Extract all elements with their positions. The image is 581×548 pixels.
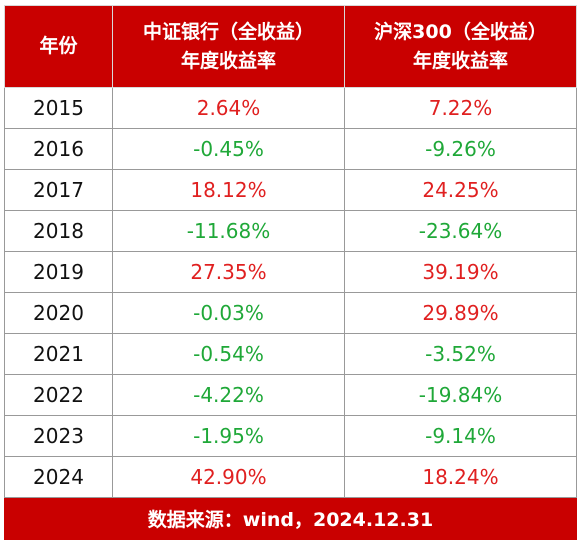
header-year: 年份 [4, 5, 113, 88]
table-row: 2019 27.35% 39.19% [4, 251, 577, 293]
year-cell: 2020 [4, 292, 113, 334]
bank-return-cell: -0.54% [112, 333, 345, 375]
table-row: 2020 -0.03% 29.89% [4, 292, 577, 334]
data-source-note: 数据来源：wind，2024.12.31 [4, 497, 577, 540]
year-cell: 2019 [4, 251, 113, 293]
bank-return-cell: -11.68% [112, 210, 345, 252]
csi300-return-cell: 39.19% [344, 251, 577, 293]
csi300-return-cell: 29.89% [344, 292, 577, 334]
table-row: 2016 -0.45% -9.26% [4, 128, 577, 170]
header-year-label: 年份 [39, 35, 78, 57]
header-csi-bank-line1: 中证银行（全收益） [142, 20, 314, 43]
bank-return-cell: 18.12% [112, 169, 345, 211]
year-cell: 2018 [4, 210, 113, 252]
year-cell: 2021 [4, 333, 113, 375]
table-row: 2021 -0.54% -3.52% [4, 333, 577, 375]
table-header-row: 年份 中证银行（全收益） 年度收益率 沪深300（全收益） 年度收益率 [4, 5, 577, 88]
header-csi300: 沪深300（全收益） 年度收益率 [344, 5, 577, 88]
csi300-return-cell: -19.84% [344, 374, 577, 416]
bank-return-cell: 42.90% [112, 456, 345, 498]
table-row: 2018 -11.68% -23.64% [4, 210, 577, 252]
year-cell: 2015 [4, 87, 113, 129]
table-row: 2024 42.90% 18.24% [4, 456, 577, 498]
bank-return-cell: -0.03% [112, 292, 345, 334]
header-csi-bank-line2: 年度收益率 [180, 49, 276, 72]
bank-return-cell: -4.22% [112, 374, 345, 416]
table-row: 2023 -1.95% -9.14% [4, 415, 577, 457]
table-row: 2017 18.12% 24.25% [4, 169, 577, 211]
bank-return-cell: -0.45% [112, 128, 345, 170]
table-row: 2015 2.64% 7.22% [4, 87, 577, 129]
csi300-return-cell: -9.26% [344, 128, 577, 170]
header-csi-bank: 中证银行（全收益） 年度收益率 [112, 5, 345, 88]
bank-return-cell: -1.95% [112, 415, 345, 457]
header-csi300-line1: 沪深300（全收益） [374, 20, 547, 43]
bank-return-cell: 27.35% [112, 251, 345, 293]
csi300-return-cell: -23.64% [344, 210, 577, 252]
year-cell: 2023 [4, 415, 113, 457]
year-cell: 2016 [4, 128, 113, 170]
csi300-return-cell: -9.14% [344, 415, 577, 457]
table-row: 2022 -4.22% -19.84% [4, 374, 577, 416]
annual-returns-table: 年份 中证银行（全收益） 年度收益率 沪深300（全收益） 年度收益率 2015… [4, 5, 577, 540]
source-footer-row: 数据来源：wind，2024.12.31 [4, 497, 577, 540]
csi300-return-cell: 18.24% [344, 456, 577, 498]
year-cell: 2022 [4, 374, 113, 416]
year-cell: 2017 [4, 169, 113, 211]
csi300-return-cell: 24.25% [344, 169, 577, 211]
csi300-return-cell: 7.22% [344, 87, 577, 129]
header-csi300-line2: 年度收益率 [412, 49, 508, 72]
csi300-return-cell: -3.52% [344, 333, 577, 375]
bank-return-cell: 2.64% [112, 87, 345, 129]
returns-table-card: 年份 中证银行（全收益） 年度收益率 沪深300（全收益） 年度收益率 2015… [4, 5, 577, 543]
year-cell: 2024 [4, 456, 113, 498]
